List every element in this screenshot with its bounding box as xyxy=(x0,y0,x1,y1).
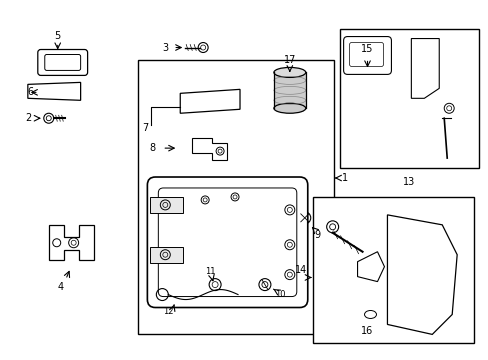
Text: 9: 9 xyxy=(314,230,320,240)
Text: 16: 16 xyxy=(361,327,373,336)
Text: 15: 15 xyxy=(361,44,373,54)
Text: 8: 8 xyxy=(149,143,155,153)
FancyBboxPatch shape xyxy=(158,188,296,297)
FancyBboxPatch shape xyxy=(147,177,307,307)
FancyBboxPatch shape xyxy=(45,54,81,71)
Text: 7: 7 xyxy=(142,123,148,133)
Text: 6: 6 xyxy=(28,87,34,97)
Text: 10: 10 xyxy=(274,290,285,299)
Text: 4: 4 xyxy=(58,282,63,292)
Text: 13: 13 xyxy=(403,177,415,187)
Ellipse shape xyxy=(273,67,305,77)
Text: 11: 11 xyxy=(204,267,215,276)
Bar xyxy=(273,72,305,108)
Polygon shape xyxy=(150,247,183,263)
Text: 12: 12 xyxy=(163,307,173,316)
Bar xyxy=(312,197,473,343)
Text: 3: 3 xyxy=(162,42,168,53)
Bar xyxy=(138,60,333,334)
FancyBboxPatch shape xyxy=(38,50,87,75)
Text: 14: 14 xyxy=(294,265,306,275)
Text: 2: 2 xyxy=(26,113,32,123)
FancyBboxPatch shape xyxy=(343,37,390,75)
Polygon shape xyxy=(150,197,183,213)
FancyBboxPatch shape xyxy=(349,42,383,67)
Text: 17: 17 xyxy=(283,55,295,66)
Text: 1: 1 xyxy=(341,173,347,183)
Text: 5: 5 xyxy=(55,31,61,41)
Ellipse shape xyxy=(273,103,305,113)
Bar xyxy=(339,28,478,168)
